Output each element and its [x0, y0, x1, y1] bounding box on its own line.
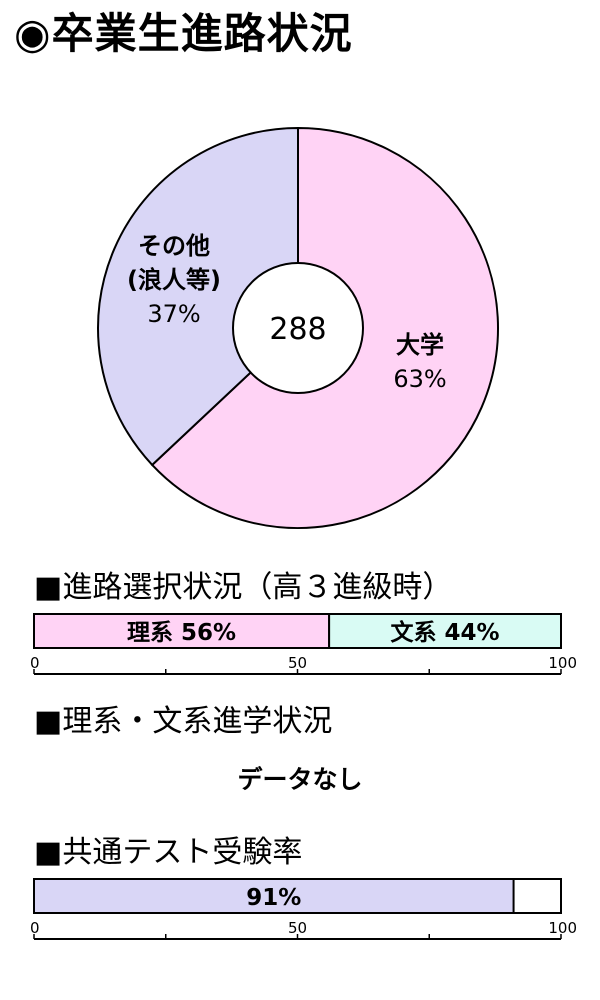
humanities-science-status-title: ■理系・文系進学状況: [34, 704, 333, 739]
course-bar-tick-label: 50: [288, 654, 307, 672]
donut-chart: 大学 63% その他(浪人等) 37% 288: [97, 126, 499, 529]
course-bar-tick-label: 0: [30, 654, 40, 672]
course-bar-tick-label: 100: [548, 654, 577, 672]
pie-slice-sonota: [97, 126, 299, 467]
common-test-rate-title: ■共通テスト受験率: [34, 835, 303, 870]
no-data-label: データなし: [237, 765, 363, 794]
kyotsu-bar-segment-label-0: 91%: [246, 885, 301, 911]
pie-label-daigaku: 大学 63%: [393, 331, 446, 393]
course-bar-segment-label-0: 理系 56%: [127, 620, 236, 646]
kyotsu-bar-segment-0: [33, 878, 515, 914]
pie-label-sonota: その他(浪人等) 37%: [127, 232, 221, 328]
kyotsu-bar-tick-label: 0: [30, 919, 40, 937]
course-selection-bar: 理系 56% 文系 44% 0 50 100: [30, 613, 577, 675]
donut-center-label: 288: [269, 312, 326, 347]
donut-hole: [232, 262, 364, 394]
page-title: ◉卒業生進路状況: [14, 9, 353, 58]
course-bar-segment-label-1: 文系 44%: [391, 619, 500, 646]
course-selection-title: ■進路選択状況（高３進級時）: [34, 570, 453, 605]
common-test-rate-bar: 91% 0 50 100: [30, 878, 577, 940]
kyotsu-bar-tick-label: 50: [288, 919, 307, 937]
course-bar-segment-1: [328, 613, 562, 649]
kyotsu-bar-tick-label: 100: [548, 919, 577, 937]
